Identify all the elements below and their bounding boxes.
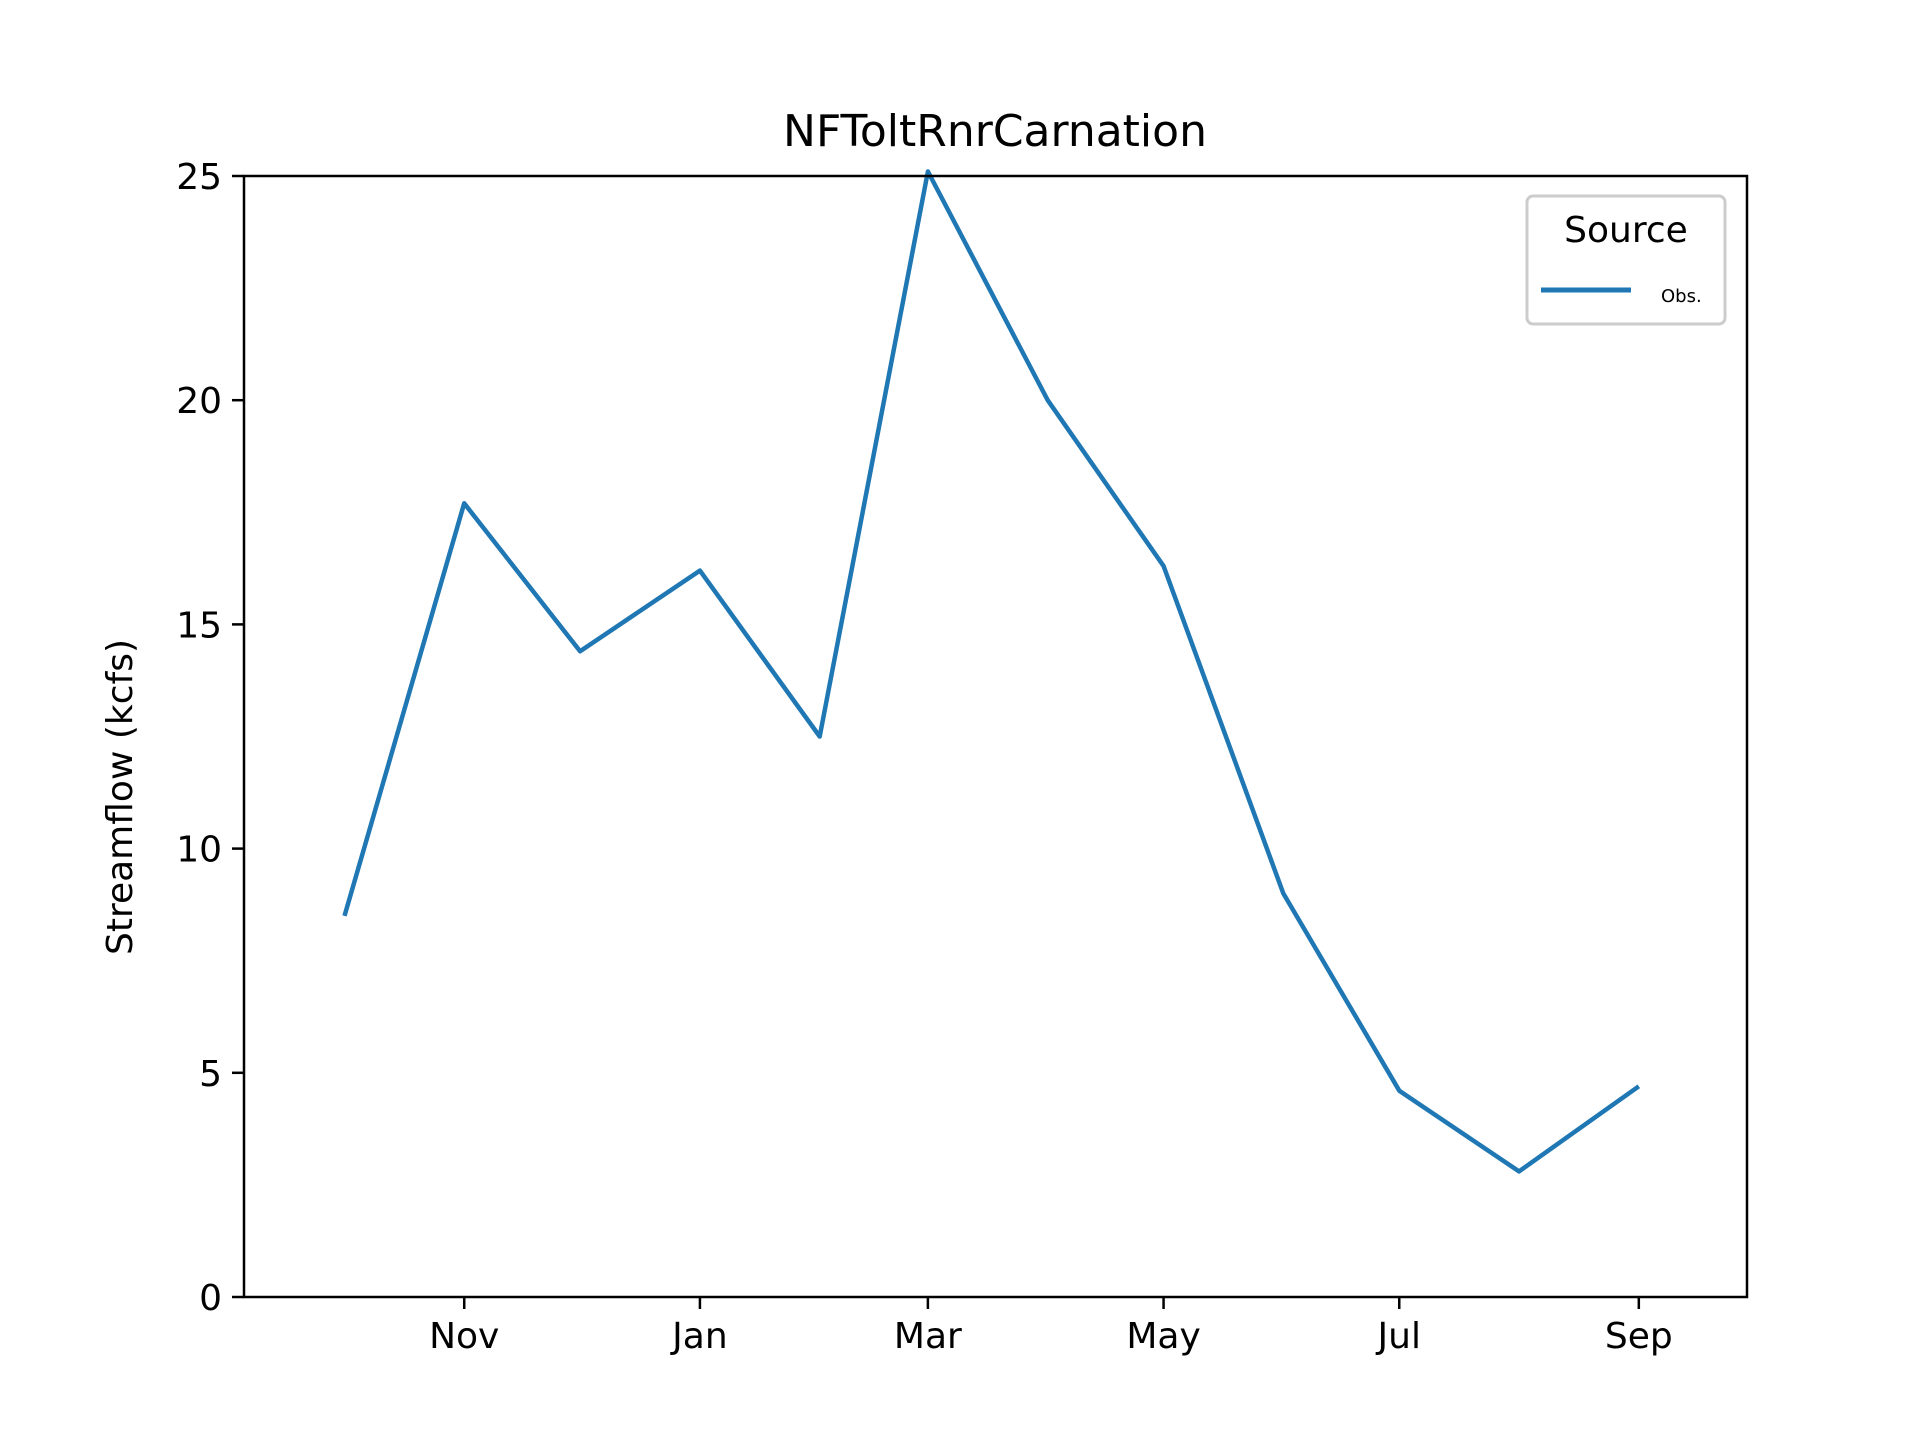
axes-frame xyxy=(242,174,1749,1299)
y-tick-label-5: 5 xyxy=(199,1054,222,1095)
y-tick-label-15: 15 xyxy=(176,605,222,646)
x-tick-label-may: May xyxy=(1126,1316,1200,1357)
x-tick-label-nov: Nov xyxy=(429,1316,499,1357)
x-tick-label-sep: Sep xyxy=(1605,1316,1673,1357)
x-tick-label-mar: Mar xyxy=(894,1316,962,1357)
plot-area: 0 5 10 15 20 25 Nov Jan Mar May Jul Sep xyxy=(176,157,1749,1357)
series-line-0 xyxy=(342,169,1641,1174)
y-tick-label-10: 10 xyxy=(176,830,222,871)
legend-title: Source xyxy=(1564,210,1688,251)
chart-title: NFToltRnrCarnation xyxy=(783,106,1207,157)
y-tick-label-20: 20 xyxy=(176,381,222,422)
y-axis-label: Streamflow (kcfs) xyxy=(100,639,141,955)
y-tick-label-0: 0 xyxy=(199,1278,222,1319)
y-tick-label-25: 25 xyxy=(176,157,222,198)
legend-label-obs: Obs. xyxy=(1661,286,1702,307)
x-tick-label-jan: Jan xyxy=(670,1316,728,1357)
legend: Source Obs. xyxy=(1525,194,1727,326)
x-tick-label-jul: Jul xyxy=(1376,1316,1421,1357)
